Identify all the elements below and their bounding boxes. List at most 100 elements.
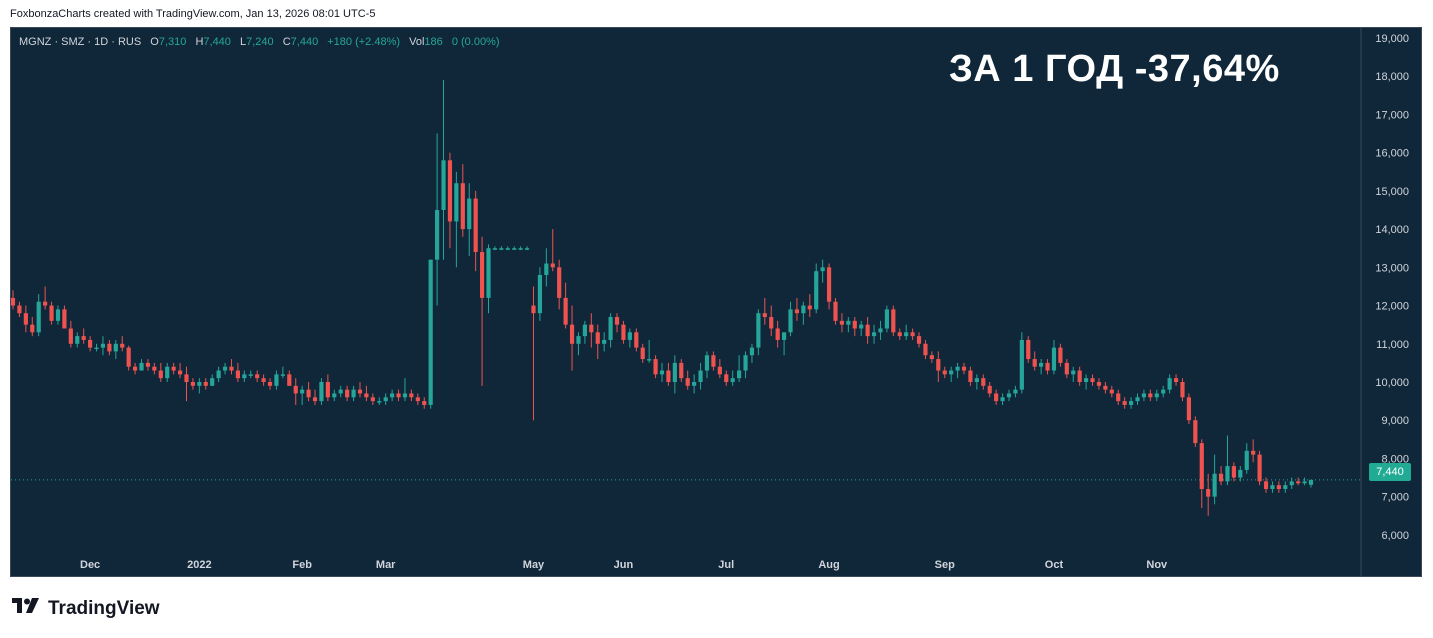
candle-body (55, 309, 61, 321)
candle-body (563, 297, 568, 325)
low-label: L (239, 36, 247, 48)
candle-body (692, 382, 697, 386)
candle-body (422, 401, 427, 405)
chart-credit: FoxbonzaCharts created with TradingView.… (10, 8, 376, 20)
change-value: +180 (+2.48%) (327, 36, 401, 48)
candle-body (1135, 397, 1140, 402)
open-value: 7,310 (158, 36, 187, 48)
x-tick-label: Sep (935, 559, 955, 571)
candle-body (608, 317, 613, 340)
candle-body (839, 320, 845, 325)
candle-body (769, 317, 774, 329)
candle-body (492, 248, 498, 250)
candle-body (402, 393, 408, 398)
candle-body (345, 389, 350, 398)
y-tick-label: 17,000 (1375, 109, 1409, 121)
candle-body (1244, 450, 1249, 470)
candle-body (49, 305, 54, 321)
candle-body (614, 317, 620, 325)
candle-body (17, 305, 22, 314)
candlestick-chart[interactable]: 6,000 7,000 8,000 9,000 10,000 11,000 12,000 13… (11, 28, 1421, 576)
candle-body (550, 263, 555, 268)
yearly-change-annotation: ЗА 1 ГОД -37,64% (949, 48, 1280, 90)
volume-value: 186 (424, 36, 443, 48)
candle-body (871, 332, 877, 337)
candle-body (916, 336, 922, 344)
candle-body (473, 198, 478, 253)
candle-body (698, 370, 703, 382)
candle-body (627, 332, 632, 340)
candle-body (1128, 401, 1134, 405)
x-tick-label: 2022 (187, 559, 211, 571)
y-tick-label: 6,000 (1381, 530, 1409, 542)
candle-body (229, 366, 234, 371)
candle-body (672, 362, 677, 382)
candle-body (1167, 378, 1172, 390)
candle-body (1283, 485, 1288, 490)
tradingview-logo[interactable]: TradingView (12, 597, 160, 621)
candle-body (878, 328, 883, 333)
candle-body (737, 370, 742, 379)
candle-body (807, 305, 812, 310)
candle-body (248, 374, 253, 376)
x-tick-label: Aug (818, 559, 839, 571)
candle-body (557, 267, 562, 298)
candle-body (126, 347, 131, 367)
chart-panel[interactable]: 6,000 7,000 8,000 9,000 10,000 11,000 12,000 13… (10, 27, 1422, 577)
candle-body (203, 382, 208, 386)
x-tick-label: Nov (1146, 559, 1168, 571)
low-value: 7,240 (246, 36, 274, 48)
high-value: 7,440 (203, 36, 231, 48)
candle-body (43, 301, 48, 306)
candle-body (602, 339, 607, 344)
candle-body (852, 320, 857, 329)
y-tick-label: 15,000 (1375, 186, 1409, 198)
candle-body (640, 347, 645, 360)
candle-body (1154, 393, 1159, 398)
y-tick-label: 10,000 (1375, 377, 1409, 389)
candle-body (1116, 393, 1121, 402)
candle-body (820, 267, 825, 272)
candle-body (68, 328, 73, 344)
candle-body (1006, 393, 1012, 398)
candle-body (1225, 466, 1230, 482)
candle-body (910, 332, 915, 337)
candle-body (235, 370, 240, 379)
candle-body (1058, 347, 1063, 363)
tradingview-logo-icon (12, 597, 42, 621)
candle-body (1206, 489, 1211, 497)
y-tick-label: 16,000 (1375, 148, 1409, 160)
candle-body (499, 248, 504, 250)
candle-body (544, 263, 549, 275)
candle-body (396, 393, 401, 398)
y-tick-label: 13,000 (1375, 262, 1409, 274)
candle-body (377, 401, 382, 403)
candle-body (1238, 469, 1243, 478)
candle-body (107, 343, 112, 352)
candle-body (351, 389, 356, 398)
candle-body (300, 389, 305, 394)
candle-body (1071, 370, 1076, 375)
x-tick-label: May (523, 559, 545, 571)
candle-body (210, 378, 215, 386)
candle-body (1051, 347, 1057, 371)
candle-body (1199, 443, 1204, 490)
candle-body (775, 328, 780, 340)
candle-body (987, 385, 992, 394)
candle-body (762, 313, 767, 318)
candle-body (30, 324, 35, 333)
candle-body (904, 332, 909, 337)
candle-body (826, 267, 832, 302)
candle-body (312, 397, 318, 402)
candle-body (319, 382, 324, 402)
candle-body (1064, 362, 1069, 375)
candle-body (1180, 382, 1185, 398)
candle-body (280, 374, 285, 376)
open-label: O (150, 36, 159, 48)
candle-body (255, 374, 260, 379)
candle-body (923, 343, 928, 356)
candle-body (621, 324, 626, 340)
candle-body (653, 359, 658, 375)
candle-body (409, 393, 414, 398)
candle-body (981, 378, 986, 386)
